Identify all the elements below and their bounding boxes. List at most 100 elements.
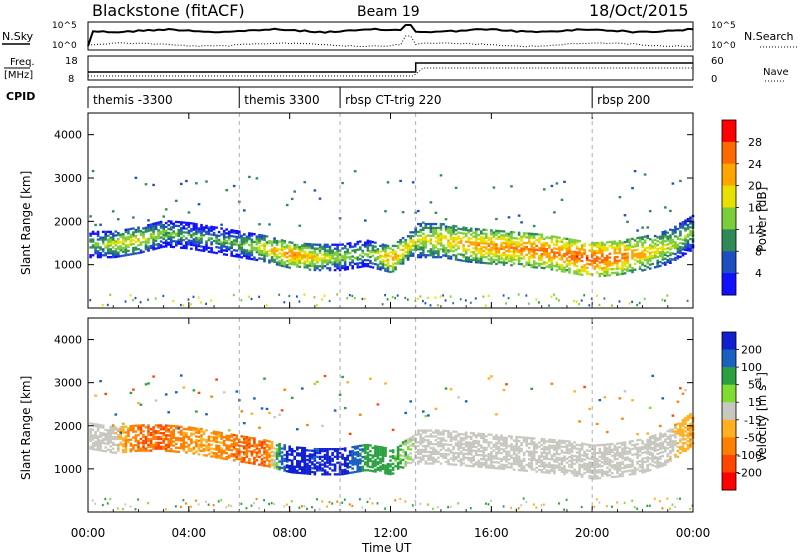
- echo-cell: [439, 238, 443, 241]
- echo-cell: [555, 450, 559, 454]
- echo-cell: [159, 246, 163, 249]
- echo-cell: [275, 461, 279, 464]
- echo-cell: [235, 239, 239, 243]
- echo-cell: [331, 261, 334, 264]
- echo-cell: [595, 498, 598, 501]
- echo-cell: [419, 295, 422, 298]
- echo-cell: [270, 240, 274, 243]
- echo-cell: [343, 252, 347, 256]
- echo-cell: [686, 227, 690, 230]
- echo-cell: [530, 468, 533, 471]
- echo-cell: [185, 179, 188, 183]
- echo-cell: [437, 232, 440, 235]
- echo-cell: [646, 258, 649, 261]
- echo-cell: [311, 457, 314, 460]
- echo-cell: [313, 473, 317, 476]
- echo-cell: [152, 434, 155, 437]
- echo-cell: [154, 437, 158, 441]
- echo-cell: [313, 263, 317, 266]
- echo-cell: [517, 249, 521, 252]
- echo-cell: [439, 445, 443, 448]
- echo-cell: [303, 505, 306, 508]
- echo-cell: [517, 245, 521, 248]
- echo-cell: [520, 444, 523, 447]
- echo-cell: [669, 259, 672, 263]
- echo-cell: [210, 237, 213, 240]
- echo-cell: [399, 254, 402, 257]
- echo-cell: [333, 455, 337, 458]
- echo-cell: [258, 442, 261, 445]
- echo-cell: [686, 243, 690, 246]
- echo-cell: [134, 444, 138, 447]
- echo-cell: [91, 436, 95, 439]
- echo-cell: [353, 296, 356, 300]
- echo-cell: [495, 247, 498, 250]
- echo-cell: [603, 274, 607, 277]
- echo-cell: [480, 259, 483, 262]
- echo-cell: [502, 442, 506, 445]
- echo-cell: [328, 459, 332, 462]
- echo-cell: [626, 266, 629, 269]
- echo-cell: [109, 230, 112, 233]
- echo-cell: [573, 260, 576, 263]
- echo-cell: [588, 469, 591, 472]
- echo-cell: [296, 471, 299, 474]
- echo-cell: [275, 453, 279, 457]
- echo-cell: [285, 260, 289, 263]
- echo-cell: [442, 244, 445, 247]
- echo-cell: [137, 244, 140, 247]
- echo-cell: [603, 470, 607, 473]
- echo-cell: [611, 242, 614, 245]
- echo-cell: [142, 447, 145, 450]
- echo-cell: [343, 246, 347, 250]
- echo-cell: [230, 240, 233, 244]
- echo-cell: [417, 431, 420, 434]
- echo-cell: [485, 252, 488, 255]
- echo-cell: [469, 507, 472, 510]
- echo-cell: [623, 254, 627, 257]
- echo-cell: [595, 444, 599, 447]
- echo-cell: [240, 460, 244, 463]
- echo-cell: [588, 461, 591, 464]
- echo-cell: [109, 240, 112, 243]
- echo-cell: [109, 433, 112, 436]
- echo-cell: [316, 265, 319, 268]
- echo-cell: [601, 261, 604, 264]
- echo-cell: [492, 249, 496, 252]
- echo-cell: [558, 267, 561, 270]
- echo-cell: [265, 407, 269, 411]
- echo-cell: [263, 464, 266, 467]
- echo-cell: [396, 457, 400, 461]
- echo-cell: [570, 252, 574, 255]
- echo-cell: [613, 246, 617, 249]
- echo-cell: [603, 459, 607, 462]
- echo-cell: [391, 264, 395, 267]
- echo-cell: [684, 248, 687, 251]
- echo-cell: [341, 181, 344, 185]
- echo-cell: [333, 473, 337, 476]
- echo-cell: [384, 210, 387, 213]
- echo-cell: [512, 250, 516, 253]
- echo-cell: [195, 410, 198, 413]
- echo-cell: [560, 256, 564, 259]
- echo-cell: [409, 448, 412, 451]
- echo-cell: [429, 435, 433, 438]
- echo-cell: [568, 267, 571, 270]
- echo-cell: [532, 447, 536, 450]
- echo-cell: [467, 443, 470, 446]
- echo-cell: [406, 254, 410, 257]
- echo-cell: [180, 229, 183, 232]
- echo-cell: [593, 252, 596, 255]
- echo-cell: [530, 246, 533, 249]
- echo-cell: [185, 241, 188, 244]
- echo-cell: [422, 445, 425, 448]
- echo-cell: [462, 255, 465, 259]
- echo-cell: [147, 443, 150, 446]
- echo-cell: [444, 299, 447, 302]
- echo-cell: [361, 261, 365, 264]
- echo-cell: [603, 245, 607, 248]
- echo-cell: [192, 446, 196, 449]
- echo-cell: [220, 441, 223, 444]
- echo-cell: [459, 444, 463, 447]
- echo-cell: [583, 468, 586, 471]
